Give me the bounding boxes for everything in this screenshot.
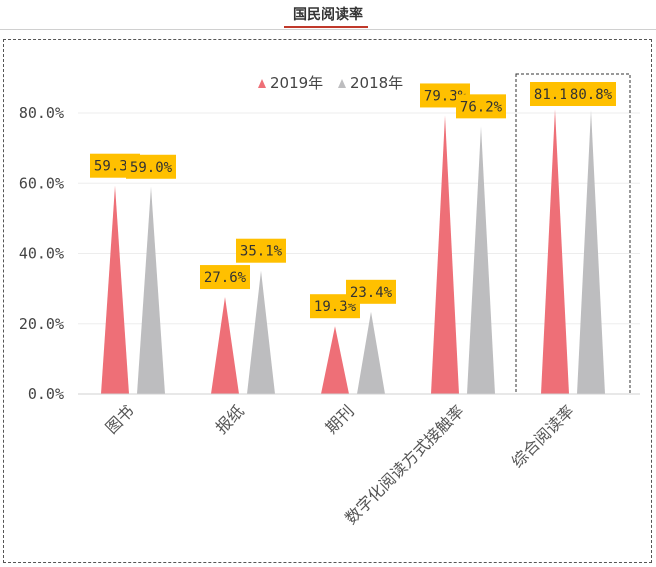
legend-label-2018: 2018年 [350,74,403,92]
plot-area-frame [3,39,652,563]
bar-2018 [467,126,495,394]
data-label-box [566,82,616,106]
bar-2019 [321,326,349,394]
data-label-box [346,279,396,304]
highlight-rect [515,73,631,395]
data-labels: 59.3% 27.6% 19.3% 79.3% 81.1% 59.0% 35.1% 23.4%… [90,82,616,319]
y-tick-label: 0.0% [28,385,64,403]
legend-label-2019: 2019年 [270,74,323,92]
data-label: 81.1% [534,87,577,103]
bar-2019 [431,115,459,395]
category-label: 综合阅读率 [508,401,578,471]
bar-2018 [247,270,275,394]
page-title: 国民阅读率 [293,7,363,23]
y-tick-label: 40.0% [19,245,64,263]
data-label: 59.0% [130,160,173,176]
data-label-box [456,94,506,119]
data-label-box [126,154,176,179]
data-label: 79.3% [424,88,467,104]
y-tick-label: 60.0% [19,174,64,192]
data-label: 59.3% [94,159,137,175]
title-underline [284,26,368,28]
bar-2019 [101,185,129,394]
data-label: 80.8% [570,87,613,103]
y-tick-label: 80.0% [19,104,64,122]
bar-2019 [541,109,569,394]
header-divider [0,29,656,30]
category-label: 报纸 [212,401,248,437]
data-label: 35.1% [240,244,283,260]
data-label: 19.3% [314,299,357,315]
data-label: 27.6% [204,270,247,286]
bar-2018 [137,186,165,394]
legend: 2019年 2018年 [258,74,403,92]
data-label-box [200,265,250,290]
y-axis: 0.0% 20.0% 40.0% 60.0% 80.0% [19,104,64,403]
data-label: 76.2% [460,99,503,115]
data-label-box [236,238,286,263]
data-label: 23.4% [350,285,393,301]
category-label: 图书 [102,401,138,437]
legend-marker-2018 [338,79,346,88]
bar-2018 [357,311,385,394]
y-tick-label: 20.0% [19,315,64,333]
bars [101,109,605,395]
bar-2019 [211,297,239,394]
category-label: 数字化阅读方式接触率 [341,401,468,528]
highlight-box [515,73,631,395]
category-label: 期刊 [322,401,358,437]
bar-2018 [577,110,605,394]
legend-marker-2019 [258,79,266,88]
